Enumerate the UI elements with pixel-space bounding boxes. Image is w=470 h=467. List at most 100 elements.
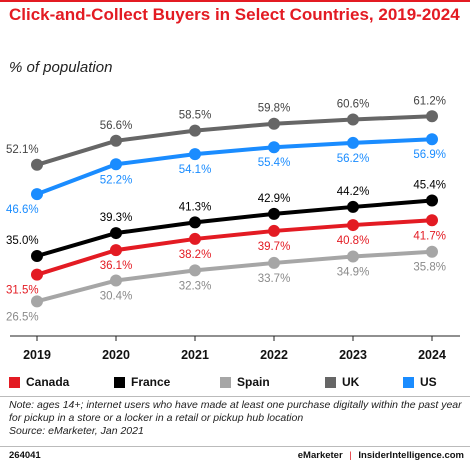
data-label-france: 45.4% — [413, 180, 446, 192]
data-label-spain: 35.8% — [413, 262, 446, 274]
chart-subtitle: % of population — [9, 59, 113, 76]
point-france — [347, 200, 359, 213]
point-uk — [268, 117, 280, 130]
note-text: Note: ages 14+; internet users who have … — [9, 399, 462, 424]
legend-swatch-canada — [9, 376, 20, 388]
legend-item-us: US — [403, 375, 437, 389]
legend-label-canada: Canada — [26, 375, 70, 389]
data-label-spain: 33.7% — [258, 273, 291, 285]
divider-above-footer — [0, 446, 470, 447]
data-label-france: 42.9% — [258, 193, 291, 205]
chart-note: Note: ages 14+; internet users who have … — [9, 399, 464, 438]
data-label-us: 56.9% — [413, 149, 446, 161]
point-canada — [31, 268, 43, 281]
x-tick-label: 2022 — [260, 348, 288, 362]
series-line-spain — [36, 249, 433, 304]
point-us — [426, 133, 438, 146]
point-spain — [268, 256, 280, 269]
legend-item-canada: Canada — [9, 375, 114, 389]
point-uk — [426, 110, 438, 123]
data-label-canada: 41.7% — [413, 230, 446, 242]
point-france — [110, 227, 122, 240]
legend-item-spain: Spain — [220, 375, 325, 389]
x-tick-label: 2023 — [339, 348, 367, 362]
point-canada — [347, 219, 359, 232]
point-uk — [31, 158, 43, 171]
series-line-us — [36, 137, 433, 197]
data-label-us: 52.2% — [100, 174, 133, 186]
data-label-canada: 40.8% — [337, 235, 370, 247]
footer: 264041 eMarketer | InsiderIntelligence.c… — [9, 449, 464, 463]
point-uk — [347, 113, 359, 126]
point-spain — [347, 250, 359, 263]
data-label-us: 56.2% — [337, 153, 370, 165]
data-label-spain: 26.5% — [6, 311, 39, 323]
point-france — [189, 216, 201, 229]
data-label-france: 44.2% — [337, 186, 370, 198]
source-text: Source: eMarketer, Jan 2021 — [9, 425, 144, 437]
point-spain — [110, 274, 122, 287]
footer-separator: | — [349, 450, 352, 461]
data-label-uk: 58.5% — [179, 110, 212, 122]
point-france — [426, 194, 438, 207]
x-tick-label: 2019 — [23, 348, 51, 362]
point-spain — [189, 264, 201, 277]
point-canada — [268, 224, 280, 237]
data-label-uk: 60.6% — [337, 98, 370, 110]
legend-label-us: US — [420, 375, 437, 389]
point-us — [268, 141, 280, 154]
point-france — [31, 250, 43, 262]
divider-above-note — [0, 396, 470, 397]
series-line-uk — [36, 114, 433, 167]
legend-swatch-spain — [220, 376, 231, 388]
data-label-canada: 38.2% — [179, 249, 212, 261]
data-label-uk: 52.1% — [6, 144, 39, 156]
data-label-us: 54.1% — [179, 164, 212, 176]
point-us — [31, 188, 43, 201]
data-label-france: 41.3% — [179, 201, 212, 213]
legend-swatch-france — [114, 376, 125, 388]
data-label-uk: 61.2% — [413, 95, 446, 107]
legend-swatch-us — [403, 376, 414, 388]
data-label-us: 46.6% — [6, 204, 39, 216]
point-france — [268, 207, 280, 220]
data-label-canada: 36.1% — [100, 260, 133, 272]
top-accent-rule — [0, 0, 470, 2]
data-label-spain: 34.9% — [337, 267, 370, 279]
legend-label-france: France — [131, 375, 171, 389]
data-label-uk: 59.8% — [258, 103, 291, 115]
data-label-spain: 30.4% — [100, 291, 133, 303]
chart-legend: Canada France Spain UK US — [9, 374, 437, 390]
series-line-france — [36, 198, 433, 258]
point-spain — [426, 245, 438, 258]
footer-credits: eMarketer | InsiderIntelligence.com — [298, 450, 464, 461]
point-canada — [426, 214, 438, 227]
data-label-canada: 31.5% — [6, 285, 39, 297]
series-line-canada — [36, 218, 433, 277]
data-label-france: 39.3% — [100, 212, 133, 224]
point-us — [347, 136, 359, 149]
legend-item-france: France — [114, 375, 220, 389]
line-chart: 2019 2020 2021 2022 2023 2024 31.5% 36.1% 38.2% 3… — [6, 95, 460, 362]
point-spain — [31, 295, 43, 308]
footer-brand: eMarketer — [297, 450, 343, 461]
x-tick-label: 2020 — [102, 348, 130, 362]
chart-id: 264041 — [9, 450, 41, 461]
legend-label-spain: Spain — [237, 375, 270, 389]
footer-site: InsiderIntelligence.com — [358, 450, 464, 461]
point-canada — [189, 232, 201, 245]
x-tick-label: 2024 — [418, 348, 446, 362]
legend-label-uk: UK — [342, 375, 360, 389]
data-label-us: 55.4% — [258, 157, 291, 169]
legend-item-uk: UK — [325, 375, 403, 389]
point-uk — [189, 124, 201, 137]
data-label-canada: 39.7% — [258, 241, 291, 253]
point-us — [189, 148, 201, 161]
chart-title: Click-and-Collect Buyers in Select Count… — [9, 5, 460, 24]
data-label-spain: 32.3% — [179, 280, 212, 292]
point-us — [110, 158, 122, 171]
data-label-france: 35.0% — [6, 235, 39, 247]
point-uk — [110, 134, 122, 147]
x-tick-label: 2021 — [181, 348, 209, 362]
point-canada — [110, 244, 122, 257]
